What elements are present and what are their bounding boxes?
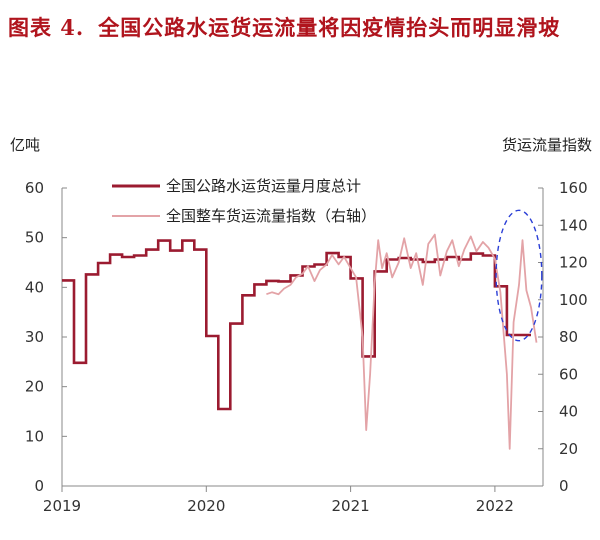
right-tick-label: 20 — [559, 440, 578, 458]
right-axis-unit: 货运流量指数 — [501, 136, 592, 154]
right-tick-label: 40 — [559, 403, 578, 421]
x-tick-label: 2019 — [43, 497, 81, 515]
chart-annotations — [495, 209, 543, 342]
left-tick-label: 40 — [25, 278, 44, 296]
x-tick-label: 2020 — [187, 497, 225, 515]
right-tick-label: 100 — [559, 291, 588, 309]
left-tick-label: 60 — [25, 179, 44, 197]
right-tick-label: 140 — [559, 216, 588, 234]
chart-series — [62, 233, 538, 450]
figure-title-text: 全国公路水运货运流量将因疫情抬头而明显滑坡 — [98, 15, 561, 40]
left-tick-label: 10 — [25, 427, 44, 445]
figure-number: 图表 4. — [8, 15, 85, 40]
x-tick-label: 2021 — [332, 497, 370, 515]
right-tick-label: 160 — [559, 179, 588, 197]
left-axis-unit: 亿吨 — [10, 136, 41, 154]
right-tick-label: 60 — [559, 365, 578, 383]
chart-legend: 全国公路水运货运量月度总计 全国整车货运流量指数（右轴） — [112, 177, 376, 225]
legend-label-monthly-total: 全国公路水运货运量月度总计 — [166, 177, 361, 195]
series-truck-index-line — [266, 233, 538, 450]
right-tick-label: 120 — [559, 254, 588, 272]
highlight-dashed-ellipse — [495, 209, 543, 342]
series-monthly-total-line — [62, 239, 531, 411]
figure-title: 图表 4. 全国公路水运货运流量将因疫情抬头而明显滑坡 — [8, 10, 594, 46]
left-tick-label: 20 — [25, 378, 44, 396]
left-tick-label: 0 — [34, 477, 44, 495]
x-tick-label: 2022 — [476, 497, 514, 515]
left-tick-label: 50 — [25, 229, 44, 247]
right-tick-label: 80 — [559, 328, 578, 346]
legend-label-truck-index: 全国整车货运流量指数（右轴） — [166, 207, 376, 225]
chart-ticks: 0 10 20 30 40 50 60 0 20 40 60 80 100 120 140 160 2019 20… — [25, 179, 588, 515]
right-tick-label: 0 — [559, 477, 569, 495]
left-tick-label: 30 — [25, 328, 44, 346]
chart-axes — [61, 188, 544, 487]
